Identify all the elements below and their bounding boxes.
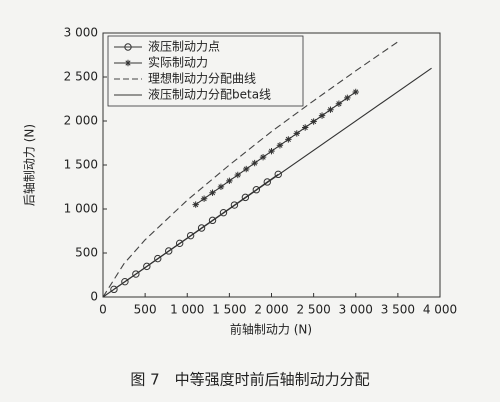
- point: [110, 285, 118, 294]
- point: [217, 183, 225, 191]
- point: [274, 170, 282, 179]
- point: [241, 193, 250, 202]
- point: [175, 239, 184, 248]
- x-tick-label: 2 000: [254, 303, 288, 317]
- x-tick-label: 4 000: [423, 303, 457, 317]
- point: [186, 231, 195, 240]
- caption: 图 7 中等强度时前后轴制动力分配: [130, 371, 369, 389]
- point: [154, 254, 162, 263]
- point: [344, 94, 351, 102]
- point: [234, 171, 241, 179]
- y-axis-label: 后轴制动力 (N): [22, 124, 37, 206]
- x-tick-label: 1 500: [212, 303, 246, 317]
- point: [327, 106, 334, 113]
- point: [143, 262, 151, 271]
- point: [285, 136, 292, 143]
- point: [252, 186, 261, 194]
- point: [276, 142, 284, 149]
- point: [200, 195, 208, 202]
- point: [268, 147, 275, 155]
- point: [219, 208, 228, 217]
- x-tick-label: 3 500: [381, 303, 415, 317]
- legend-label: 实际制动力: [148, 55, 208, 70]
- point: [251, 159, 258, 167]
- series-line: [102, 41, 399, 298]
- legend-label: 理想制动力分配曲线: [148, 71, 256, 86]
- x-tick-label: 2 500: [296, 303, 330, 317]
- point: [335, 100, 343, 107]
- point: [197, 224, 206, 232]
- point: [209, 189, 216, 196]
- y-tick-label: 2 500: [64, 70, 98, 84]
- point: [318, 112, 326, 119]
- point: [165, 247, 173, 255]
- x-tick-label: 1 000: [170, 303, 204, 317]
- point: [352, 88, 359, 96]
- y-tick-label: 2 000: [64, 114, 98, 128]
- point: [230, 201, 239, 209]
- legend-marker: [124, 59, 132, 67]
- legend-box: [107, 35, 304, 107]
- y-tick-label: 0: [90, 290, 98, 304]
- point: [226, 177, 233, 185]
- x-axis-label: 前轴制动力 (N): [230, 322, 312, 337]
- x-tick-label: 3 000: [339, 303, 373, 317]
- point: [121, 277, 129, 286]
- series-line: [102, 67, 432, 298]
- legend-marker: [124, 43, 132, 51]
- point: [310, 118, 317, 125]
- point: [259, 153, 267, 161]
- point: [293, 130, 300, 137]
- y-tick-label: 1 500: [64, 158, 98, 172]
- legend-label: 液压制动力分配beta线: [148, 87, 271, 102]
- point: [208, 216, 217, 225]
- point: [302, 124, 309, 131]
- y-tick-label: 3 000: [64, 26, 98, 40]
- x-tick-label: 500: [134, 303, 157, 317]
- legend-label: 液压制动力点: [148, 39, 220, 54]
- point: [243, 165, 250, 173]
- x-tick-label: 0: [99, 303, 107, 317]
- point: [132, 270, 140, 278]
- point: [263, 178, 271, 186]
- y-tick-label: 500: [75, 246, 98, 260]
- y-tick-label: 1 000: [64, 202, 98, 216]
- point: [192, 201, 199, 208]
